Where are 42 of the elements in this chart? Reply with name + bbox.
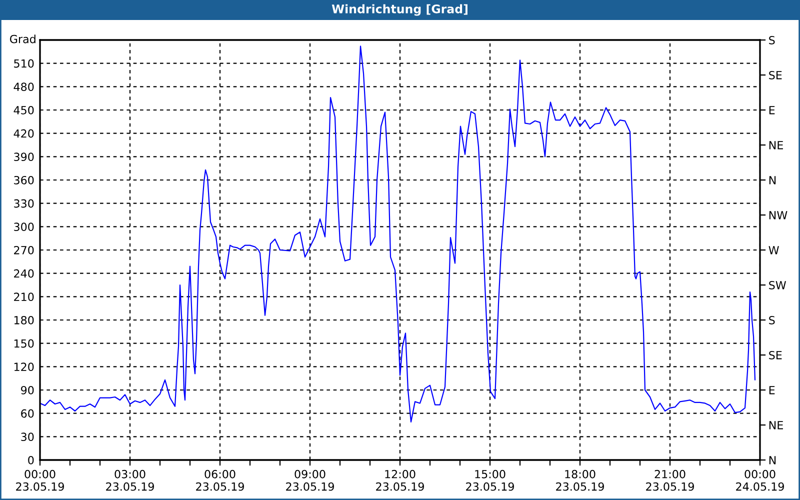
category-label: SE [769,350,782,360]
y-tick-label: 300 [14,222,34,232]
x-tick-label: 06:00 23.05.19 [196,470,244,491]
y-tick-label: 510 [14,59,34,68]
y-tick-label: 480 [14,82,34,92]
y-tick-label: 210 [14,292,34,302]
y-tick-label: 150 [14,339,34,348]
y-tick-label: 0 [28,456,34,464]
y-axis-title: Grad [10,34,36,44]
category-label: NE [769,421,783,430]
x-tick-label: 18:00 23.05.19 [556,470,604,491]
y-tick-label: 90 [21,386,34,394]
y-tick-label: 360 [14,176,34,184]
y-tick-label: 420 [14,129,34,138]
x-tick-label: 00:00 24.05.19 [736,470,784,491]
y-tick-label: 450 [14,106,34,114]
chart-title: Windrichtung [Grad] [332,4,468,16]
y-tick-label: 120 [14,362,34,372]
x-tick-label: 12:00 23.05.19 [376,470,424,491]
category-label: N [769,176,776,184]
category-label: E [769,106,775,114]
y-tick-label: 240 [14,269,34,278]
category-label: S [769,36,775,44]
category-label: NE [769,141,783,150]
x-tick-label: 15:00 23.05.19 [466,470,514,491]
category-label: N [769,456,776,464]
category-label: SW [769,280,786,290]
y-tick-label: 330 [14,199,34,208]
category-label: W [768,246,779,254]
category-label: E [769,386,775,394]
y-tick-label: 30 [21,432,34,442]
x-tick-label: 09:00 23.05.19 [286,470,334,491]
x-tick-label: 00:00 23.05.19 [16,470,64,491]
y-tick-label: 180 [14,316,34,324]
x-tick-label: 21:00 23.05.19 [646,470,694,491]
y-tick-label: 60 [21,409,34,418]
x-tick-label: 03:00 23.05.19 [106,470,154,491]
category-label: S [769,316,775,324]
y-tick-label: 270 [14,246,34,254]
y-tick-label: 390 [14,152,34,162]
category-label: SE [769,70,782,80]
category-label: NW [769,211,788,220]
